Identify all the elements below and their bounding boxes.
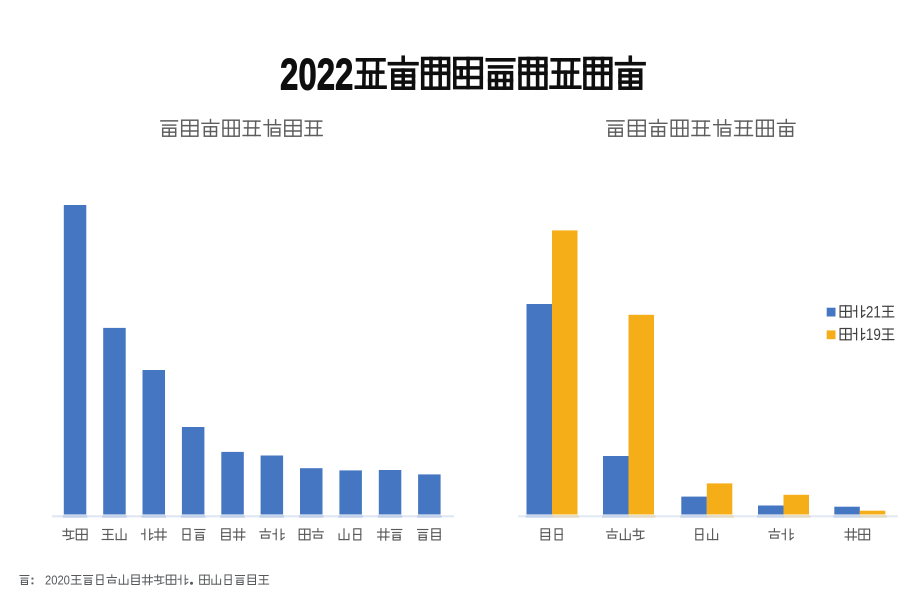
svg-text:2020: 2020 — [45, 573, 70, 588]
svg-text:21: 21 — [866, 303, 881, 322]
svg-text:2022: 2022 — [280, 51, 353, 100]
svg-text:19: 19 — [866, 326, 881, 345]
